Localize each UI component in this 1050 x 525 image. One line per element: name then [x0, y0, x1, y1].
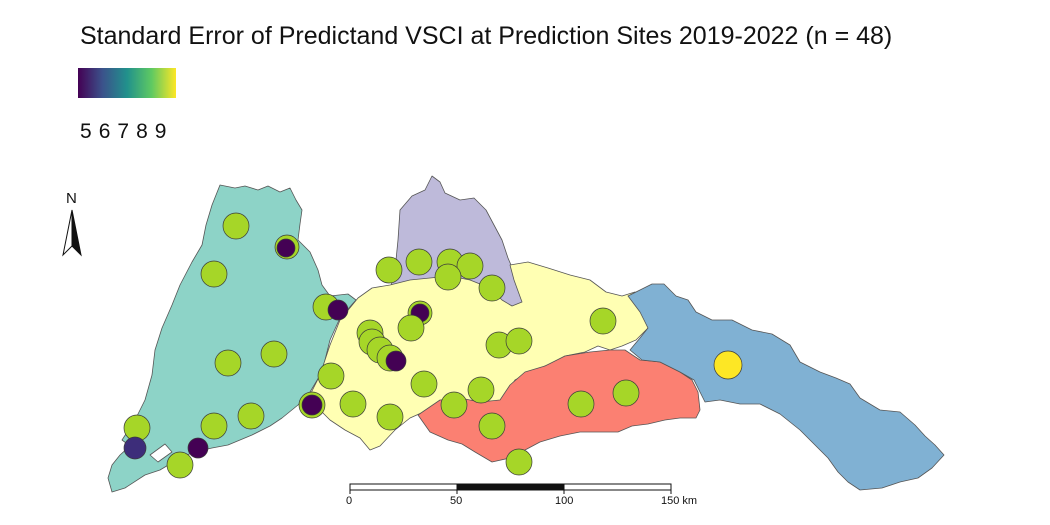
site-marker — [478, 274, 506, 302]
site-marker — [589, 307, 617, 335]
site-marker — [187, 437, 209, 459]
site-marker — [260, 340, 288, 368]
site-marker — [713, 350, 743, 380]
scale-label: 100 — [555, 495, 573, 507]
scale-label: 50 — [450, 495, 462, 507]
site-marker — [237, 402, 265, 430]
site-marker — [301, 394, 323, 416]
site-marker — [440, 391, 468, 419]
site-marker — [339, 390, 367, 418]
site-marker — [410, 370, 438, 398]
site-marker — [327, 299, 349, 321]
site-marker — [200, 412, 228, 440]
site-marker — [567, 390, 595, 418]
north-arrow-right-icon — [71, 209, 82, 257]
site-marker — [214, 349, 242, 377]
site-marker — [505, 327, 533, 355]
site-marker — [376, 403, 404, 431]
site-marker — [478, 412, 506, 440]
legend-tick: 6 — [98, 120, 112, 143]
scale-label: 0 — [346, 495, 352, 507]
map-title: Standard Error of Predictand VSCI at Pre… — [80, 22, 893, 50]
site-marker — [456, 252, 484, 280]
site-marker — [276, 238, 296, 258]
site-marker — [222, 212, 250, 240]
scale-bar: 0 50 100 150 km — [346, 483, 697, 507]
legend-colorbar — [78, 68, 176, 98]
prediction-sites — [123, 212, 743, 479]
site-marker — [397, 314, 425, 342]
region-center — [309, 261, 649, 451]
site-marker — [317, 362, 345, 390]
site-marker — [405, 248, 433, 276]
site-marker — [375, 256, 403, 284]
legend-tick: 7 — [117, 120, 131, 143]
site-marker — [434, 263, 462, 291]
region-east — [627, 283, 945, 491]
site-marker — [612, 379, 640, 407]
site-marker — [467, 376, 495, 404]
legend-tick: 8 — [136, 120, 149, 143]
site-marker — [200, 260, 228, 288]
site-marker — [166, 451, 194, 479]
site-marker — [385, 350, 407, 372]
north-arrow-left-icon — [62, 209, 73, 257]
legend-tick: 9 — [154, 120, 168, 143]
site-marker — [505, 448, 533, 476]
region-west — [107, 184, 357, 493]
scale-label: 150 km — [661, 495, 697, 507]
north-label: N — [66, 190, 77, 207]
site-marker — [123, 436, 147, 460]
north-arrow: N — [62, 190, 82, 257]
region-west-island — [149, 443, 173, 463]
legend-tick: 5 — [80, 120, 93, 143]
